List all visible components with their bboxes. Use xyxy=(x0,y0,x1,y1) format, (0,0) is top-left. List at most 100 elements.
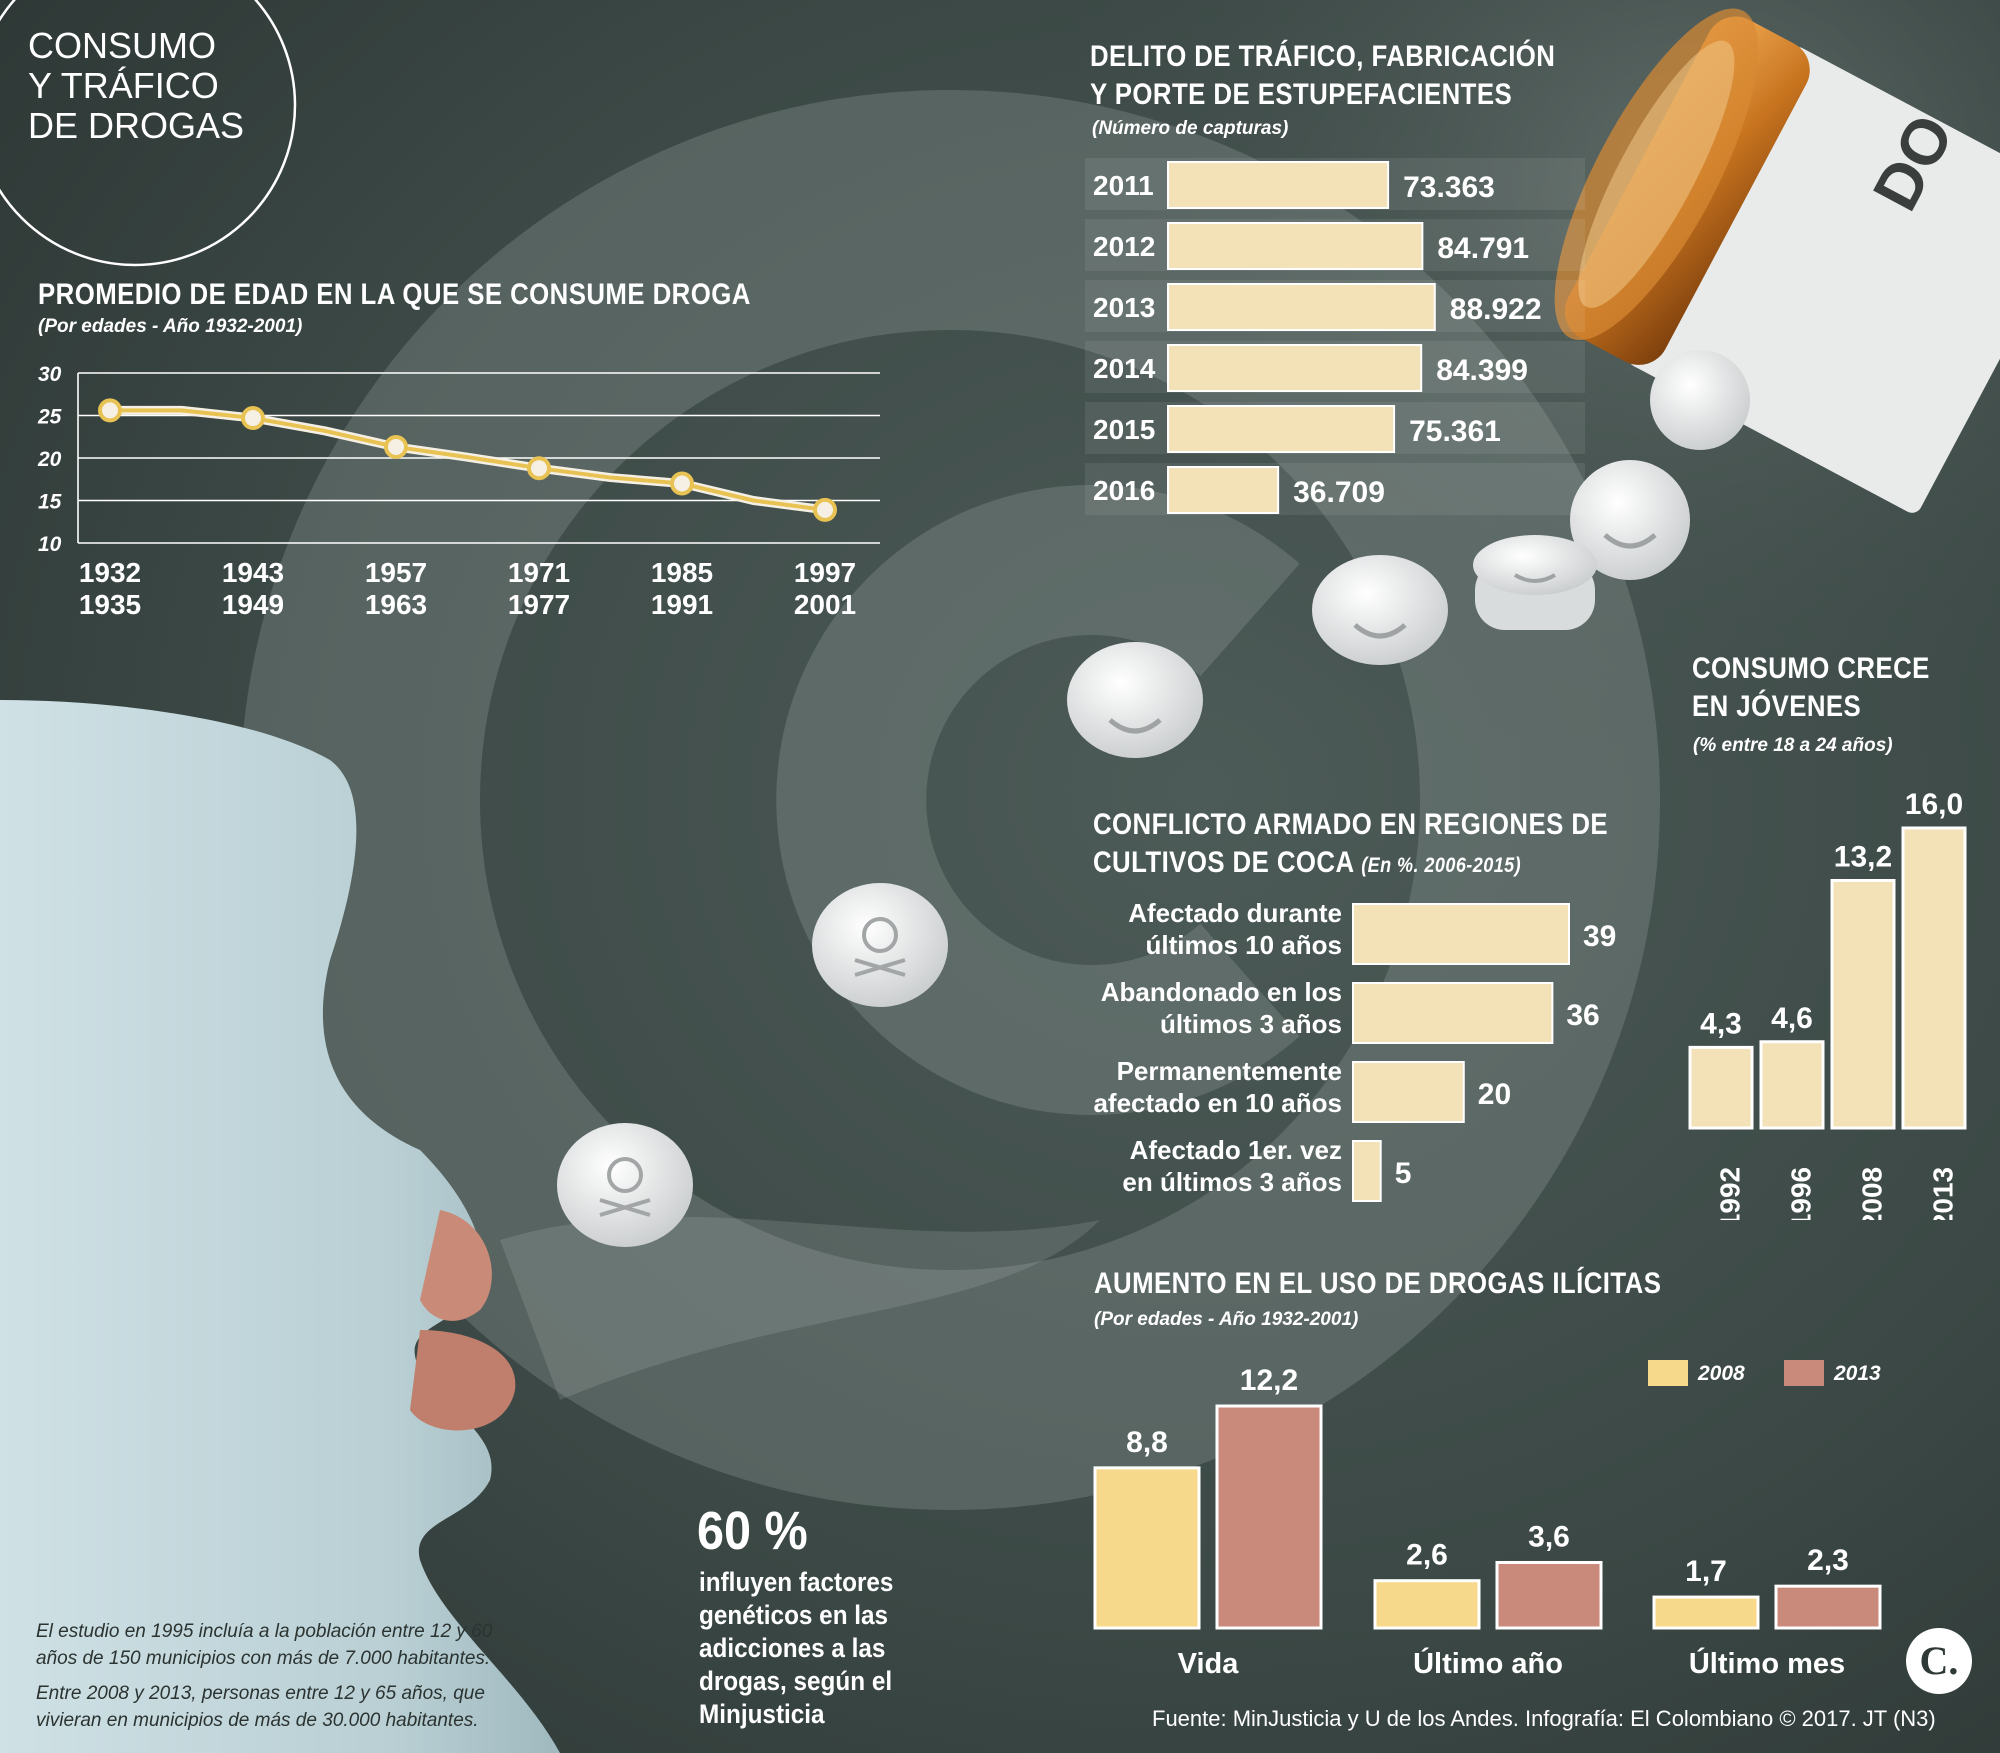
value-label: 3,6 xyxy=(1528,1520,1570,1553)
x-tick-label: 1957 xyxy=(365,557,427,588)
page-title-line: CONSUMO xyxy=(28,25,216,66)
callout-line: Minjusticia xyxy=(699,1699,825,1729)
x-tick-label: 1935 xyxy=(79,589,141,620)
callout-text: influyen factores genéticos en las adicc… xyxy=(699,1566,893,1731)
ilicitas-title: AUMENTO EN EL USO DE DROGAS ILÍCITAS xyxy=(1094,1267,1662,1300)
methodology-note: El estudio en 1995 incluía a la població… xyxy=(36,1618,556,1734)
category-label: 2014 xyxy=(1093,353,1156,384)
category-label: 2016 xyxy=(1093,475,1155,506)
jovenes-subtitle: (% entre 18 a 24 años) xyxy=(1693,735,1893,756)
line-chart-title: PROMEDIO DE EDAD EN LA QUE SE CONSUME DR… xyxy=(38,278,751,311)
bar xyxy=(1352,1061,1465,1123)
bar xyxy=(1167,344,1423,392)
value-label: 2,3 xyxy=(1807,1544,1849,1577)
category-label-line: Permanentemente xyxy=(1116,1056,1342,1086)
x-tick-label: Vida xyxy=(1178,1648,1240,1680)
value-label: 36.709 xyxy=(1293,476,1385,509)
capturas-subtitle: (Número de capturas) xyxy=(1092,118,1289,139)
category-label-line: últimos 10 años xyxy=(1145,930,1343,960)
bar xyxy=(1167,161,1390,209)
value-label: 20 xyxy=(1478,1078,1511,1111)
jovenes-chart: 4,3 1992 4,6 1996 13,2 2008 16,0 2013 xyxy=(1688,788,1967,1220)
data-point xyxy=(384,434,408,459)
category-label-line: en últimos 3 años xyxy=(1122,1167,1342,1197)
value-label: 84.399 xyxy=(1436,354,1528,387)
conflicto-title-line-2: CULTIVOS DE COCA xyxy=(1093,846,1354,879)
bar xyxy=(1352,903,1570,965)
category-label: Afectado durante últimos 10 años xyxy=(1128,897,1342,961)
page-title: CONSUMO Y TRÁFICO DE DROGAS xyxy=(28,26,244,146)
x-tick-label: 2008 xyxy=(1856,1167,1887,1220)
capturas-title-line: Y PORTE DE ESTUPEFACIENTES xyxy=(1090,78,1513,111)
x-tick-label: 1991 xyxy=(651,589,713,620)
note-line: años de 150 municipios con más de 7.000 … xyxy=(36,1648,491,1669)
y-tick-label: 30 xyxy=(38,363,62,386)
value-label: 12,2 xyxy=(1240,1364,1298,1397)
series-line-halo xyxy=(110,405,826,515)
value-label: 75.361 xyxy=(1409,415,1501,448)
x-tick-label: 1963 xyxy=(365,589,427,620)
x-tick-label: 2013 xyxy=(1927,1167,1958,1220)
category-label: Permanentemente afectado en 10 años xyxy=(1093,1055,1342,1119)
value-label: 88.922 xyxy=(1450,293,1542,326)
x-tick-label: 1977 xyxy=(508,589,570,620)
bar xyxy=(1774,1584,1882,1630)
skull-pill-icon xyxy=(557,883,948,1247)
page-title-line: Y TRÁFICO xyxy=(28,65,219,106)
y-tick-label: 25 xyxy=(37,406,62,429)
conflicto-chart: 39 36 20 5 xyxy=(1352,903,1616,1202)
y-tick-label: 15 xyxy=(38,491,62,514)
bar xyxy=(1352,1140,1382,1202)
x-tick-label: 1971 xyxy=(508,557,570,588)
category-label-line: Afectado 1er. vez xyxy=(1129,1135,1342,1165)
bar xyxy=(1901,826,1967,1130)
line-chart: 3025201510193219351943194919571963197119… xyxy=(37,363,880,620)
series-line xyxy=(110,408,826,512)
title-circle xyxy=(0,0,297,267)
jovenes-title-line: CONSUMO CRECE xyxy=(1692,652,1930,685)
value-label: 16,0 xyxy=(1905,788,1963,821)
jovenes-title-line: EN JÓVENES xyxy=(1692,690,1862,723)
callout-line: adicciones a las xyxy=(699,1633,886,1663)
callout-big: 60 % xyxy=(697,1501,808,1561)
bar xyxy=(1759,1040,1825,1130)
y-tick-label: 10 xyxy=(38,533,62,556)
x-tick-label: 1992 xyxy=(1714,1167,1745,1220)
category-label: Afectado 1er. vez en últimos 3 años xyxy=(1122,1134,1342,1198)
data-point xyxy=(813,497,837,522)
bar xyxy=(1373,1579,1481,1630)
category-label-line: últimos 3 años xyxy=(1159,1009,1342,1039)
legend-swatch-2008 xyxy=(1648,1360,1688,1386)
jovenes-title: CONSUMO CRECE EN JÓVENES xyxy=(1692,650,1930,726)
category-label-line: Abandonado en los xyxy=(1100,977,1342,1007)
bar xyxy=(1167,283,1436,331)
source-line: Fuente: MinJusticia y U de los Andes. In… xyxy=(1152,1706,1936,1731)
category-label: 2015 xyxy=(1093,414,1155,445)
y-tick-label: 20 xyxy=(37,448,62,471)
x-tick-label: Último mes xyxy=(1689,1646,1845,1680)
value-label: 1,7 xyxy=(1685,1555,1727,1588)
value-label: 73.363 xyxy=(1403,171,1495,204)
legend-swatch-2013 xyxy=(1784,1360,1824,1386)
bar xyxy=(1652,1595,1760,1630)
value-label: 84.791 xyxy=(1437,232,1529,265)
category-label-line: afectado en 10 años xyxy=(1093,1088,1342,1118)
x-tick-label: 2001 xyxy=(794,589,856,620)
value-label: 4,6 xyxy=(1771,1002,1813,1035)
legend-label-2013: 2013 xyxy=(1834,1362,1881,1385)
conflicto-title-line: CULTIVOS DE COCA (En %. 2006-2015) xyxy=(1093,844,1608,885)
bar xyxy=(1167,466,1280,514)
x-tick-label: 1985 xyxy=(651,557,713,588)
callout-line: influyen factores xyxy=(699,1567,894,1597)
bar xyxy=(1830,879,1896,1130)
data-point xyxy=(241,406,265,431)
callout-line: genéticos en las xyxy=(699,1600,889,1630)
bar xyxy=(1215,1404,1323,1630)
value-label: 36 xyxy=(1566,999,1599,1032)
category-label: 2011 xyxy=(1093,170,1154,201)
category-label: Abandonado en los últimos 3 años xyxy=(1101,976,1342,1040)
category-label: 2013 xyxy=(1093,292,1155,323)
bar xyxy=(1352,982,1554,1044)
note-line: El estudio en 1995 incluía a la població… xyxy=(36,1621,493,1642)
